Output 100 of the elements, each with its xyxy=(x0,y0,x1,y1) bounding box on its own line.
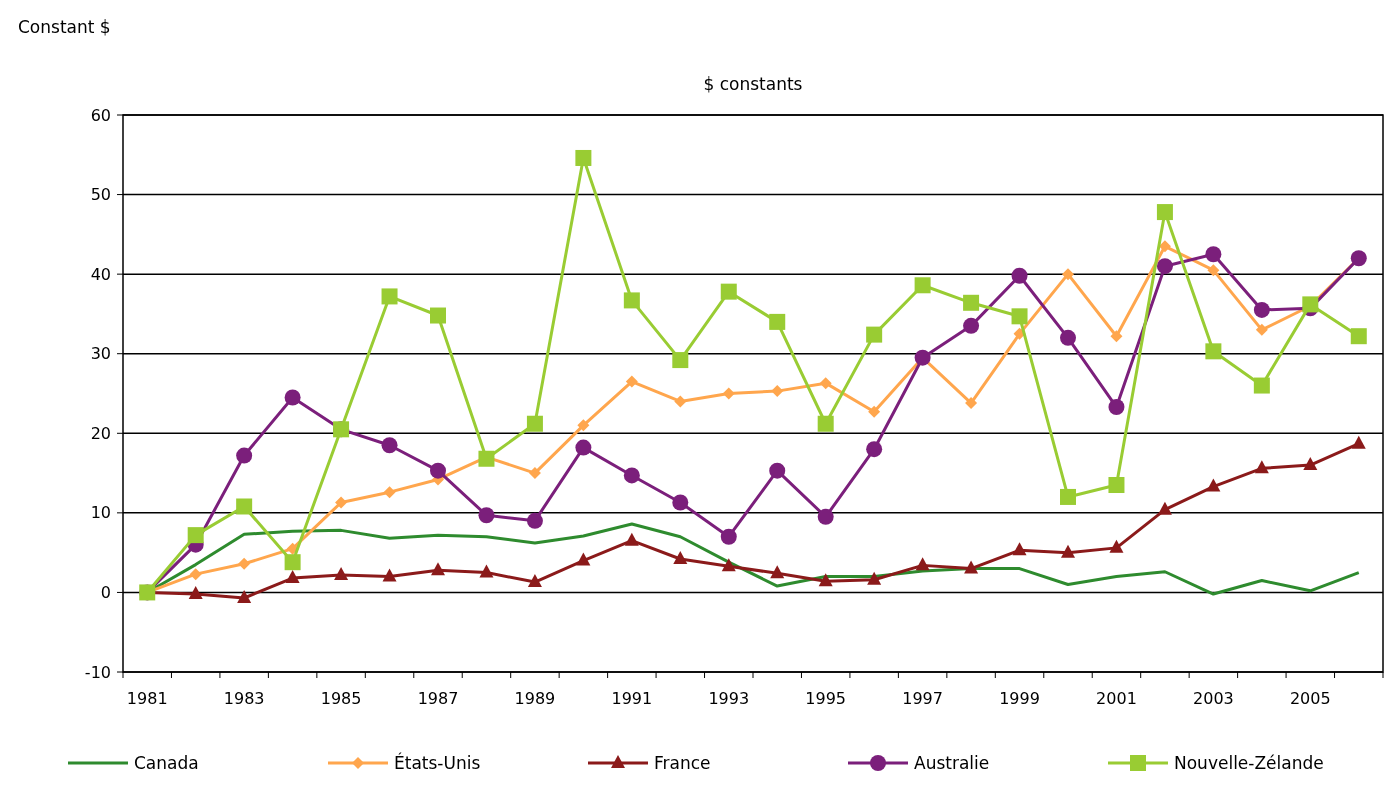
point xyxy=(1156,204,1173,221)
point xyxy=(188,586,203,600)
point xyxy=(672,352,689,369)
point xyxy=(1108,399,1125,416)
point xyxy=(817,508,834,525)
point xyxy=(478,507,495,524)
point xyxy=(914,277,931,294)
point xyxy=(236,447,253,464)
point xyxy=(673,551,688,565)
point xyxy=(237,590,252,603)
point xyxy=(866,441,883,458)
point xyxy=(963,317,980,334)
point xyxy=(1060,488,1076,505)
point xyxy=(1255,323,1268,336)
point xyxy=(526,415,543,432)
point xyxy=(1207,264,1220,277)
point xyxy=(236,498,253,515)
x-tick-label: 1981 xyxy=(126,689,168,708)
point xyxy=(1350,328,1367,345)
chart-subtitle: $ constants xyxy=(703,74,803,94)
y-tick-label: -10 xyxy=(84,662,111,682)
point xyxy=(334,566,349,580)
x-tick-label: 1987 xyxy=(417,689,459,708)
point xyxy=(1061,544,1075,558)
point xyxy=(1109,539,1124,553)
point xyxy=(1011,308,1028,325)
point xyxy=(915,557,930,571)
point xyxy=(771,385,784,398)
x-tick-label: 1999 xyxy=(999,689,1040,708)
point xyxy=(623,467,640,484)
point xyxy=(1156,258,1173,275)
point xyxy=(720,283,737,300)
point xyxy=(575,439,592,456)
point xyxy=(285,570,300,584)
x-tick-label: 2003 xyxy=(1193,689,1234,708)
point xyxy=(382,568,397,582)
point xyxy=(1011,267,1028,284)
point xyxy=(1253,301,1270,318)
x-tick-label: 1997 xyxy=(902,689,943,708)
chart-title: Constant $ xyxy=(18,17,111,37)
point xyxy=(1205,343,1222,360)
point xyxy=(430,307,446,324)
point xyxy=(867,571,882,585)
y-tick-label: 10 xyxy=(90,503,111,523)
point xyxy=(1012,542,1027,556)
point xyxy=(431,562,445,576)
point xyxy=(625,375,638,388)
x-tick-label: 2005 xyxy=(1289,689,1331,708)
point xyxy=(1108,477,1125,494)
point xyxy=(284,554,301,571)
point xyxy=(769,313,786,330)
point xyxy=(817,415,834,432)
point xyxy=(964,560,979,574)
point xyxy=(238,557,251,570)
point xyxy=(770,565,785,579)
point xyxy=(381,288,398,305)
x-tick-label: 1989 xyxy=(514,689,556,708)
point xyxy=(623,292,640,309)
point xyxy=(722,387,735,400)
legend-label: France xyxy=(654,752,711,773)
point xyxy=(1062,268,1074,281)
point xyxy=(528,467,541,480)
point xyxy=(1254,460,1269,474)
point xyxy=(527,574,542,588)
y-tick-label: 0 xyxy=(100,583,111,603)
y-tick-label: 20 xyxy=(90,423,111,443)
y-tick-label: 50 xyxy=(90,185,111,205)
y-tick-label: 40 xyxy=(90,264,111,284)
point xyxy=(1110,330,1123,343)
x-tick-label: 1991 xyxy=(611,689,653,708)
point xyxy=(1206,478,1221,492)
point xyxy=(577,419,590,432)
point xyxy=(335,496,348,509)
point xyxy=(575,149,592,166)
point xyxy=(965,397,978,410)
point xyxy=(187,527,204,544)
point xyxy=(1060,329,1076,346)
point xyxy=(479,564,494,578)
point xyxy=(526,512,543,529)
point xyxy=(1303,457,1318,471)
point xyxy=(769,462,786,479)
point xyxy=(866,326,883,343)
point xyxy=(963,294,980,311)
point xyxy=(818,573,833,587)
legend-label: États-Unis xyxy=(394,751,481,773)
point xyxy=(674,395,687,408)
y-tick-label: 60 xyxy=(90,105,111,125)
x-tick-label: 1983 xyxy=(223,689,265,708)
point xyxy=(1351,435,1366,449)
x-tick-label: 1985 xyxy=(320,689,362,708)
point xyxy=(721,558,736,572)
legend-label: Canada xyxy=(134,752,199,773)
x-tick-label: 2001 xyxy=(1096,689,1137,708)
point xyxy=(381,437,398,454)
legend-label: Nouvelle-Zélande xyxy=(1174,752,1324,773)
point xyxy=(720,528,737,545)
legend-label: Australie xyxy=(914,752,990,773)
x-tick-label: 1993 xyxy=(708,689,750,708)
point xyxy=(1205,246,1222,263)
point xyxy=(1253,377,1270,394)
